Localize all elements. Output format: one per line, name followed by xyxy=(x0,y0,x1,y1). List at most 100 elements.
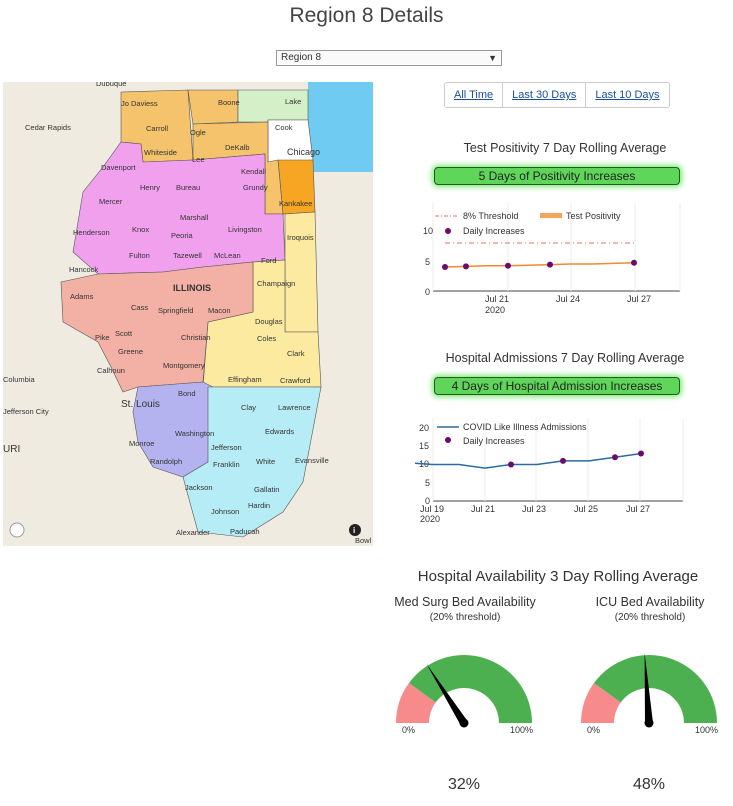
svg-text:Lee: Lee xyxy=(192,155,205,164)
x-tick-label: Jul 21 xyxy=(485,294,509,304)
all-time-button[interactable]: All Time xyxy=(454,89,494,101)
y-tick-label: 5 xyxy=(425,478,430,488)
svg-text:Kendall: Kendall xyxy=(241,167,266,176)
icu-subtitle: (20% threshold) xyxy=(614,612,686,623)
y-tick-label: 5 xyxy=(425,257,430,267)
region-select[interactable]: Region 8 ▼ xyxy=(276,50,502,66)
svg-text:Monroe: Monroe xyxy=(129,439,154,448)
legend-label: 8% Threshold xyxy=(463,211,518,221)
increase-point xyxy=(505,262,511,269)
svg-text:Evansville: Evansville xyxy=(295,456,329,465)
icu-value: 48% xyxy=(633,776,666,793)
gauge-needle xyxy=(644,653,653,724)
page-title: Region 8 Details xyxy=(289,4,444,27)
svg-text:Davenport: Davenport xyxy=(101,163,137,172)
x-tick-label: Jul 24 xyxy=(556,294,580,304)
svg-text:Jackson: Jackson xyxy=(185,483,213,492)
series-line xyxy=(444,262,635,268)
svg-text:Adams: Adams xyxy=(70,292,94,301)
y-tick-label: 20 xyxy=(419,423,429,433)
admissions-title: Hospital Admissions 7 Day Rolling Averag… xyxy=(445,351,685,365)
increase-point xyxy=(560,457,566,464)
svg-text:Alexander: Alexander xyxy=(176,528,210,537)
svg-text:Johnson: Johnson xyxy=(211,507,239,516)
svg-text:Clark: Clark xyxy=(287,349,305,358)
gauge-min-label: 0% xyxy=(402,725,415,735)
svg-text:URI: URI xyxy=(3,444,20,455)
positivity-title: Test Positivity 7 Day Rolling Average xyxy=(463,141,667,155)
y-tick-label: 0 xyxy=(425,287,430,297)
svg-text:Hardin: Hardin xyxy=(248,501,270,510)
med-surg-title: Med Surg Bed Availability xyxy=(394,595,536,609)
med-surg-subtitle: (20% threshold) xyxy=(429,612,501,623)
series-line xyxy=(415,452,642,469)
svg-text:Edwards: Edwards xyxy=(265,427,294,436)
last-10-days-button[interactable]: Last 10 Days xyxy=(585,83,668,107)
svg-text:Clay: Clay xyxy=(241,403,256,412)
svg-text:Randolph: Randolph xyxy=(150,457,182,466)
svg-text:Lake: Lake xyxy=(285,97,301,106)
positivity-banner: 5 Days of Positivity Increases xyxy=(434,167,680,185)
med-surg-gauge: 0% 100% xyxy=(396,655,533,735)
svg-text:i: i xyxy=(353,526,355,535)
gauge-low-band xyxy=(581,683,621,723)
increase-point xyxy=(638,450,644,457)
svg-text:Jo Daviess: Jo Daviess xyxy=(121,99,158,108)
icu-title: ICU Bed Availability xyxy=(595,595,705,609)
svg-text:Springfield: Springfield xyxy=(158,306,193,315)
svg-text:Kankakee: Kankakee xyxy=(279,199,312,208)
svg-text:Livingston: Livingston xyxy=(228,225,262,234)
med-surg-value: 32% xyxy=(448,776,481,793)
admissions-banner: 4 Days of Hospital Admission Increases xyxy=(434,377,680,395)
svg-text:Washington: Washington xyxy=(175,429,214,438)
svg-text:Cedar Rapids: Cedar Rapids xyxy=(25,123,71,132)
gauge-max-label: 100% xyxy=(510,725,533,735)
svg-text:Calhoun: Calhoun xyxy=(97,366,125,375)
gauge-pivot xyxy=(644,718,654,728)
svg-text:Greene: Greene xyxy=(118,347,143,356)
legend-label: Daily Increases xyxy=(463,226,525,236)
svg-text:Ford: Ford xyxy=(261,256,276,265)
x-year-label: 2020 xyxy=(420,514,440,524)
gauge-needle xyxy=(426,663,468,726)
svg-text:Jefferson City: Jefferson City xyxy=(3,407,49,416)
svg-text:Columbia: Columbia xyxy=(3,375,36,384)
svg-text:Coles: Coles xyxy=(257,334,276,343)
svg-text:Ogle: Ogle xyxy=(190,128,206,137)
y-tick-label: 0 xyxy=(425,496,430,506)
gauge-min-label: 0% xyxy=(587,725,600,735)
legend-label: Test Positivity xyxy=(566,211,621,221)
svg-text:Paducah: Paducah xyxy=(230,527,260,536)
svg-text:White: White xyxy=(256,457,275,466)
region-map[interactable]: Jo Daviess Boone Lake Carroll Ogle Cook Whit… xyxy=(3,82,373,546)
admissions-chart: 20 15 10 5 0 Jul 19 2020 Jul 21 Jul 23 J… xyxy=(415,418,684,524)
svg-text:Henderson: Henderson xyxy=(73,228,110,237)
svg-text:Bureau: Bureau xyxy=(176,183,200,192)
svg-text:Peoria: Peoria xyxy=(171,231,194,240)
last-30-days-button[interactable]: Last 30 Days xyxy=(502,83,585,107)
gauge-max-label: 100% xyxy=(695,725,718,735)
svg-text:ILLINOIS: ILLINOIS xyxy=(173,283,211,293)
increase-point xyxy=(463,263,469,270)
y-tick-label: 10 xyxy=(423,226,433,236)
svg-text:Dubuque: Dubuque xyxy=(96,82,126,88)
svg-text:Gallatin: Gallatin xyxy=(254,485,279,494)
svg-text:Jefferson: Jefferson xyxy=(211,443,242,452)
gauge-low-band xyxy=(396,683,436,723)
svg-text:Lawrence: Lawrence xyxy=(278,403,311,412)
svg-text:Christian: Christian xyxy=(181,333,211,342)
svg-text:Carroll: Carroll xyxy=(146,124,168,133)
x-tick-label: Jul 23 xyxy=(522,504,546,514)
map-zoom-icon[interactable] xyxy=(9,522,25,538)
increase-point xyxy=(631,259,637,266)
chevron-down-icon: ▼ xyxy=(488,53,497,63)
svg-text:Marshall: Marshall xyxy=(180,213,209,222)
increase-point xyxy=(442,264,448,270)
svg-text:Champaign: Champaign xyxy=(257,279,295,288)
svg-text:Grundy: Grundy xyxy=(243,183,268,192)
svg-text:DeKalb: DeKalb xyxy=(225,143,250,152)
gauge-pivot xyxy=(459,718,469,728)
increase-point xyxy=(547,261,553,268)
map-canvas[interactable]: Jo Daviess Boone Lake Carroll Ogle Cook Whit… xyxy=(3,82,373,546)
info-icon[interactable] xyxy=(349,524,361,536)
